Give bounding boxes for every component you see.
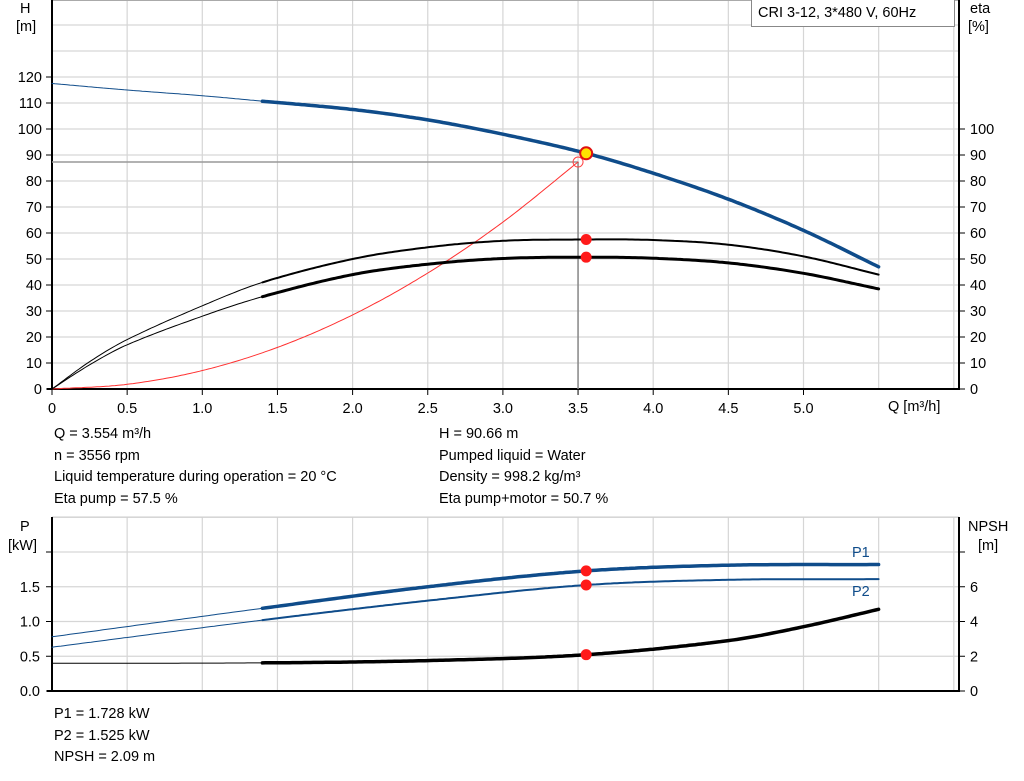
h-tick-label: 50 — [26, 252, 42, 268]
requested-point-marker — [572, 156, 584, 168]
p-axis-unit: [kW] — [8, 538, 37, 554]
x-tick-label: 4.0 — [643, 401, 663, 417]
eta-tick-label: 30 — [970, 304, 986, 320]
chart-legend-title: CRI 3-12, 3*480 V, 60Hz — [751, 0, 955, 27]
h-tick-label: 40 — [26, 278, 42, 294]
eta-tick-label: 100 — [970, 122, 994, 138]
info-liquid: Pumped liquid = Water — [439, 447, 586, 464]
info-p2: P2 = 1.525 kW — [54, 727, 150, 744]
eta-tick-label: 40 — [970, 278, 986, 294]
eta-pump-motor-duty-marker — [580, 251, 592, 263]
h-tick-label: 80 — [26, 174, 42, 190]
eta-pump-duty-marker — [580, 234, 592, 245]
p1-curve-extrapolated — [51, 607, 263, 638]
eta-axis-label: eta — [970, 1, 991, 17]
head-curve — [260, 99, 881, 269]
info-eta-pump: Eta pump = 57.5 % — [54, 490, 178, 507]
p1-series-label: P1 — [852, 545, 870, 561]
eta-tick-label: 70 — [970, 200, 986, 216]
h-axis-label: H — [20, 1, 31, 17]
p2-duty-marker — [580, 579, 592, 591]
eta-tick-label: 60 — [970, 226, 986, 242]
npsh-tick-label: 4 — [970, 615, 978, 631]
info-density: Density = 998.2 kg/m³ — [439, 469, 581, 485]
h-tick-label: 60 — [26, 226, 42, 242]
head-curve-extrapolated — [51, 83, 263, 102]
p-tick-label: 0.0 — [20, 684, 40, 700]
p2-curve — [261, 578, 880, 622]
x-tick-label: 3.0 — [493, 401, 513, 417]
p-tick-label: 1.0 — [20, 615, 40, 631]
x-tick-label: 5.0 — [793, 401, 813, 417]
x-tick-label: 1.5 — [267, 401, 287, 417]
q-axis-label: Q [m³/h] — [888, 399, 941, 415]
x-tick-label: 0.5 — [117, 401, 137, 417]
npsh-tick-label: 0 — [970, 684, 978, 700]
h-tick-label: 110 — [19, 96, 42, 112]
eta-tick-label: 50 — [970, 252, 986, 268]
h-tick-label: 70 — [26, 200, 42, 216]
info-eta-pump-motor: Eta pump+motor = 50.7 % — [439, 490, 609, 507]
h-tick-label: 30 — [26, 304, 42, 320]
h-tick-label: 100 — [18, 122, 42, 138]
duty-point-marker — [579, 146, 594, 161]
h-tick-label: 90 — [26, 148, 42, 164]
p-tick-label: 0.5 — [20, 649, 40, 665]
x-tick-label: 2.0 — [343, 401, 363, 417]
x-tick-label: 3.5 — [568, 401, 588, 417]
info-top-left: Q = 3.554 m³/h n = 3556 rpm Liquid tempe… — [54, 424, 337, 510]
p1-duty-marker — [580, 565, 592, 577]
p-tick-label: 1.5 — [20, 580, 40, 596]
npsh-tick-label: 2 — [970, 649, 978, 665]
x-tick-label: 2.5 — [418, 401, 438, 417]
info-h: H = 90.66 m — [439, 426, 519, 442]
info-top-right: H = 90.66 m Pumped liquid = Water Densit… — [439, 424, 608, 510]
eta-tick-label: 20 — [970, 330, 986, 346]
info-p1: P1 = 1.728 kW — [54, 706, 150, 722]
h-tick-label: 20 — [26, 330, 42, 346]
p2-series-label: P2 — [852, 584, 870, 600]
eta-pump-motor-curve-extrapolated — [51, 296, 263, 390]
eta-pump-curve — [261, 238, 880, 284]
p-axis-label: P — [20, 519, 30, 535]
h-tick-label: 0 — [34, 382, 42, 398]
h-axis-unit: [m] — [16, 19, 37, 35]
x-tick-label: 1.0 — [192, 401, 212, 417]
x-tick-label: 0 — [48, 401, 56, 417]
npsh-tick-label: 6 — [970, 580, 978, 596]
npsh-duty-marker — [580, 649, 592, 661]
eta-tick-label: 90 — [970, 148, 986, 164]
eta-pump-motor-curve — [260, 255, 881, 299]
npsh-curve — [260, 607, 881, 665]
info-bottom: P1 = 1.728 kW P2 = 1.525 kW NPSH = 2.09 … — [54, 704, 155, 769]
eta-tick-label: 80 — [970, 174, 986, 190]
npsh-axis-unit: [m] — [978, 538, 999, 554]
x-tick-label: 4.5 — [718, 401, 738, 417]
p1-curve — [260, 562, 881, 611]
info-temp: Liquid temperature during operation = 20… — [54, 469, 337, 485]
info-n: n = 3556 rpm — [54, 447, 140, 464]
npsh-axis-label: NPSH — [968, 519, 1009, 535]
p2-curve-extrapolated — [51, 619, 263, 648]
eta-tick-label: 10 — [970, 356, 986, 372]
eta-pump-curve-extrapolated — [51, 281, 263, 390]
system-curve — [51, 161, 579, 390]
eta-tick-label: 0 — [970, 382, 978, 398]
info-npsh: NPSH = 2.09 m — [54, 749, 156, 765]
info-q: Q = 3.554 m³/h — [54, 426, 152, 442]
h-tick-label: 120 — [18, 70, 42, 86]
h-tick-label: 10 — [26, 356, 42, 372]
eta-axis-unit: [%] — [968, 19, 989, 35]
